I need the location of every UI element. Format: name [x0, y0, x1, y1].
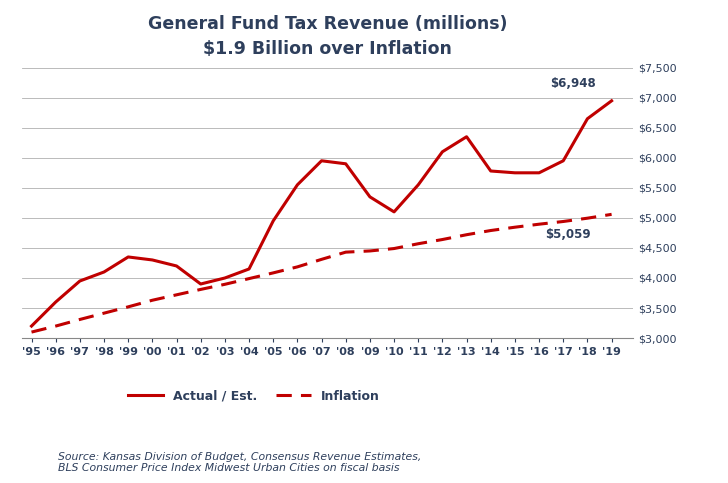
- Text: $5,059: $5,059: [545, 228, 591, 241]
- Legend: Actual / Est., Inflation: Actual / Est., Inflation: [123, 384, 385, 408]
- Text: $6,948: $6,948: [550, 77, 596, 90]
- Text: Source: Kansas Division of Budget, Consensus Revenue Estimates,
BLS Consumer Pri: Source: Kansas Division of Budget, Conse…: [58, 452, 422, 473]
- Title: General Fund Tax Revenue (millions)
$1.9 Billion over Inflation: General Fund Tax Revenue (millions) $1.9…: [148, 14, 507, 58]
